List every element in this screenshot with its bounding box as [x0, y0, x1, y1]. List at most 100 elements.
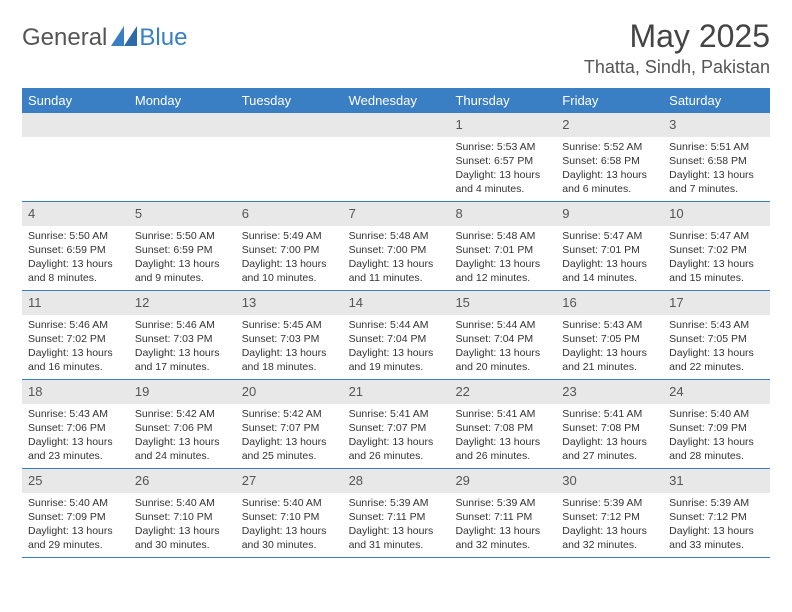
day-body: Sunrise: 5:43 AMSunset: 7:05 PMDaylight:…	[663, 318, 770, 375]
daylight-text: Daylight: 13 hours and 30 minutes.	[242, 524, 337, 552]
day-cell: 13 Sunrise: 5:45 AMSunset: 7:03 PMDayligh…	[236, 291, 343, 379]
day-cell: 29Sunrise: 5:39 AMSunset: 7:11 PMDayligh…	[449, 469, 556, 557]
day-number	[129, 113, 236, 137]
day-number: 7	[343, 202, 450, 226]
sunset-text: Sunset: 7:10 PM	[242, 510, 337, 524]
day-cell: 22Sunrise: 5:41 AMSunset: 7:08 PMDayligh…	[449, 380, 556, 468]
day-number: 14	[343, 291, 450, 315]
daylight-text: Daylight: 13 hours and 7 minutes.	[669, 168, 764, 196]
sunset-text: Sunset: 7:03 PM	[242, 332, 337, 346]
day-cell: 26Sunrise: 5:40 AMSunset: 7:10 PMDayligh…	[129, 469, 236, 557]
day-number	[22, 113, 129, 137]
sunset-text: Sunset: 7:00 PM	[242, 243, 337, 257]
day-cell: 8Sunrise: 5:48 AMSunset: 7:01 PMDaylight…	[449, 202, 556, 290]
day-body: Sunrise: 5:43 AMSunset: 7:06 PMDaylight:…	[22, 407, 129, 464]
day-number: 13	[236, 291, 343, 315]
daylight-text: Daylight: 13 hours and 21 minutes.	[562, 346, 657, 374]
sunrise-text: Sunrise: 5:46 AM	[28, 318, 123, 332]
sunrise-text: Sunrise: 5:53 AM	[455, 140, 550, 154]
sunrise-text: Sunrise: 5:40 AM	[242, 496, 337, 510]
brand-triangle-icon	[111, 26, 137, 51]
day-cell: 25Sunrise: 5:40 AMSunset: 7:09 PMDayligh…	[22, 469, 129, 557]
day-body: Sunrise: 5:44 AMSunset: 7:04 PMDaylight:…	[343, 318, 450, 375]
day-body: Sunrise: 5:39 AMSunset: 7:11 PMDaylight:…	[449, 496, 556, 553]
day-cell: 18Sunrise: 5:43 AMSunset: 7:06 PMDayligh…	[22, 380, 129, 468]
sunset-text: Sunset: 7:11 PM	[349, 510, 444, 524]
sunset-text: Sunset: 7:02 PM	[28, 332, 123, 346]
sunrise-text: Sunrise: 5:49 AM	[242, 229, 337, 243]
day-cell: 20Sunrise: 5:42 AMSunset: 7:07 PMDayligh…	[236, 380, 343, 468]
weekday-header-row: SundayMondayTuesdayWednesdayThursdayFrid…	[22, 88, 770, 113]
week-row: 25 Sunrise: 5:40 AM Sunset: 7:09 PM Dayligh…	[22, 469, 770, 558]
day-number: 9	[556, 202, 663, 226]
daylight-text: Daylight: 13 hours and 22 minutes.	[669, 346, 764, 374]
sunrise-text: Sunrise: 5:43 AM	[669, 318, 764, 332]
sunrise-text: Sunrise: 5:39 AM	[349, 496, 444, 510]
title-block: May 2025 Thatta, Sindh, Pakistan	[584, 18, 770, 78]
sunset-text: Sunset: 7:10 PM	[135, 510, 230, 524]
day-cell-empty	[236, 113, 343, 201]
sunset-text: Sunset: 7:11 PM	[455, 510, 550, 524]
day-number: 17	[663, 291, 770, 315]
sunrise-text: Sunrise: 5:51 AM	[669, 140, 764, 154]
day-body: Sunrise: 5:45 AMSunset: 7:03 PMDaylight:…	[236, 318, 343, 375]
day-number: 26	[129, 469, 236, 493]
day-number: 24	[663, 380, 770, 404]
daylight-text: Daylight: 13 hours and 8 minutes.	[28, 257, 123, 285]
sunset-text: Sunset: 7:09 PM	[669, 421, 764, 435]
daylight-text: Daylight: 13 hours and 6 minutes.	[562, 168, 657, 196]
day-cell: 28Sunrise: 5:39 AMSunset: 7:11 PMDayligh…	[343, 469, 450, 557]
sunset-text: Sunset: 7:01 PM	[455, 243, 550, 257]
day-number: 3	[663, 113, 770, 137]
day-number: 23	[556, 380, 663, 404]
sunset-text: Sunset: 7:06 PM	[135, 421, 230, 435]
day-body: Sunrise: 5:49 AMSunset: 7:00 PMDaylight:…	[236, 229, 343, 286]
daylight-text: Daylight: 13 hours and 33 minutes.	[669, 524, 764, 552]
day-cell: 11Sunrise: 5:46 AMSunset: 7:02 PMDayligh…	[22, 291, 129, 379]
sunset-text: Sunset: 7:08 PM	[455, 421, 550, 435]
day-cell: 2Sunrise: 5:52 AMSunset: 6:58 PMDaylight…	[556, 113, 663, 201]
day-body: Sunrise: 5:53 AMSunset: 6:57 PMDaylight:…	[449, 140, 556, 197]
day-cell: 7 Sunrise: 5:48 AMSunset: 7:00 PMDaylight…	[343, 202, 450, 290]
day-number: 28	[343, 469, 450, 493]
weekday-header-cell: Thursday	[449, 88, 556, 113]
sunrise-text: Sunrise: 5:52 AM	[562, 140, 657, 154]
weekday-header-cell: Wednesday	[343, 88, 450, 113]
day-body: Sunrise: 5:46 AMSunset: 7:02 PMDaylight:…	[22, 318, 129, 375]
day-number: 2	[556, 113, 663, 137]
sunrise-text: Sunrise: 5:43 AM	[28, 407, 123, 421]
day-body: Sunrise: 5:50 AMSunset: 6:59 PMDaylight:…	[22, 229, 129, 286]
sunset-text: Sunset: 7:01 PM	[562, 243, 657, 257]
sunrise-text: Sunrise: 5:42 AM	[135, 407, 230, 421]
day-number: 21	[343, 380, 450, 404]
sunrise-text: Sunrise: 5:40 AM	[669, 407, 764, 421]
sunset-text: Sunset: 7:09 PM	[28, 510, 123, 524]
daylight-text: Daylight: 13 hours and 9 minutes.	[135, 257, 230, 285]
day-body: Sunrise: 5:41 AMSunset: 7:07 PMDaylight:…	[343, 407, 450, 464]
daylight-text: Daylight: 13 hours and 23 minutes.	[28, 435, 123, 463]
daylight-text: Daylight: 13 hours and 32 minutes.	[562, 524, 657, 552]
day-body: Sunrise: 5:44 AMSunset: 7:04 PMDaylight:…	[449, 318, 556, 375]
week-row: 4Sunrise: 5:50 AMSunset: 6:59 PMDaylight…	[22, 202, 770, 291]
daylight-text: Daylight: 13 hours and 10 minutes.	[242, 257, 337, 285]
day-number: 25	[22, 469, 129, 493]
day-number: 6	[236, 202, 343, 226]
day-body: Sunrise: 5:48 AMSunset: 7:01 PMDaylight:…	[449, 229, 556, 286]
weekday-header-cell: Tuesday	[236, 88, 343, 113]
daylight-text: Daylight: 13 hours and 12 minutes.	[455, 257, 550, 285]
sunset-text: Sunset: 6:59 PM	[135, 243, 230, 257]
day-cell: 19Sunrise: 5:42 AMSunset: 7:06 PMDayligh…	[129, 380, 236, 468]
day-cell: 27 Sunrise: 5:40 AMSunset: 7:10 PMDayligh…	[236, 469, 343, 557]
weekday-header-cell: Saturday	[663, 88, 770, 113]
page-header: General Blue May 2025 Thatta, Sindh, Pak…	[22, 18, 770, 78]
day-cell: 17 Sunrise: 5:43 AMSunset: 7:05 PMDayligh…	[663, 291, 770, 379]
day-body: Sunrise: 5:48 AMSunset: 7:00 PMDaylight:…	[343, 229, 450, 286]
sunrise-text: Sunrise: 5:46 AM	[135, 318, 230, 332]
daylight-text: Daylight: 13 hours and 18 minutes.	[242, 346, 337, 374]
daylight-text: Daylight: 13 hours and 27 minutes.	[562, 435, 657, 463]
day-body: Sunrise: 5:46 AMSunset: 7:03 PMDaylight:…	[129, 318, 236, 375]
day-number: 27	[236, 469, 343, 493]
daylight-text: Daylight: 13 hours and 15 minutes.	[669, 257, 764, 285]
sunrise-text: Sunrise: 5:39 AM	[455, 496, 550, 510]
daylight-text: Daylight: 13 hours and 30 minutes.	[135, 524, 230, 552]
